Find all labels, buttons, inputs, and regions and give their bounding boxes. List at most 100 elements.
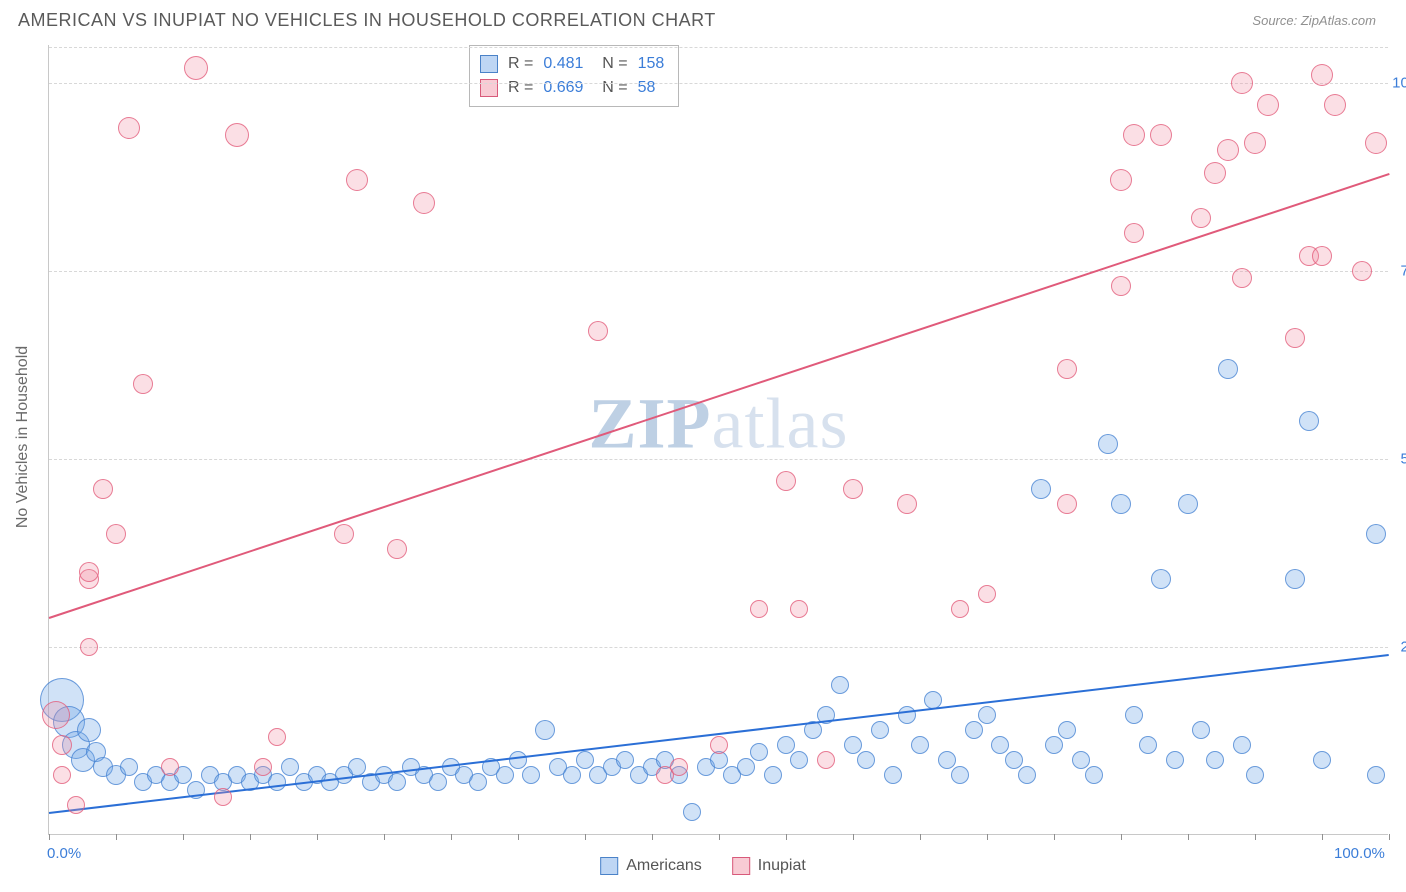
x-tick-mark (518, 834, 519, 840)
x-tick-mark (1054, 834, 1055, 840)
data-point (898, 706, 916, 724)
data-point (254, 758, 272, 776)
y-axis-label: No Vehicles in Household (14, 346, 32, 528)
data-point (991, 736, 1009, 754)
data-point (1217, 139, 1239, 161)
x-tick-mark (652, 834, 653, 840)
x-tick-label: 0.0% (47, 845, 81, 862)
bottom-legend: Americans Inupiat (600, 857, 806, 875)
data-point (1299, 411, 1319, 431)
data-point (42, 701, 70, 729)
x-tick-mark (1255, 834, 1256, 840)
x-tick-label: 100.0% (1334, 845, 1385, 862)
data-point (1365, 132, 1387, 154)
data-point (413, 192, 435, 214)
data-point (1206, 751, 1224, 769)
data-point (871, 721, 889, 739)
x-tick-mark (250, 834, 251, 840)
data-point (1111, 276, 1131, 296)
data-point (951, 600, 969, 618)
data-point (576, 751, 594, 769)
data-point (120, 758, 138, 776)
source-attribution: Source: ZipAtlas.com (1252, 13, 1376, 28)
data-point (616, 751, 634, 769)
data-point (1125, 706, 1143, 724)
data-point (897, 494, 917, 514)
data-point (1178, 494, 1198, 514)
x-tick-mark (853, 834, 854, 840)
x-tick-mark (1121, 834, 1122, 840)
data-point (133, 374, 153, 394)
data-point (77, 718, 101, 742)
y-tick-label: 75.0% (1400, 262, 1406, 279)
x-tick-mark (1389, 834, 1390, 840)
stat-r-value: 0.481 (543, 52, 583, 76)
data-point (563, 766, 581, 784)
data-point (844, 736, 862, 754)
data-point (535, 720, 555, 740)
data-point (80, 638, 98, 656)
data-point (1058, 721, 1076, 739)
data-point (750, 743, 768, 761)
chart-container: No Vehicles in Household ZIPatlas R = 0.… (0, 37, 1406, 887)
data-point (79, 562, 99, 582)
data-point (1085, 766, 1103, 784)
x-tick-mark (1322, 834, 1323, 840)
data-point (1313, 751, 1331, 769)
chart-header: AMERICAN VS INUPIAT NO VEHICLES IN HOUSE… (0, 0, 1406, 37)
x-tick-mark (786, 834, 787, 840)
trend-line (49, 173, 1390, 619)
swatch-blue-icon (600, 857, 618, 875)
data-point (1324, 94, 1346, 116)
data-point (750, 600, 768, 618)
data-point (843, 479, 863, 499)
gridline (49, 647, 1388, 648)
data-point (1367, 766, 1385, 784)
data-point (1257, 94, 1279, 116)
data-point (776, 471, 796, 491)
stat-r-label: R = (508, 52, 533, 76)
data-point (281, 758, 299, 776)
data-point (214, 788, 232, 806)
data-point (965, 721, 983, 739)
data-point (1005, 751, 1023, 769)
data-point (509, 751, 527, 769)
data-point (1218, 359, 1238, 379)
data-point (1233, 736, 1251, 754)
gridline (49, 47, 1388, 48)
x-tick-mark (317, 834, 318, 840)
x-tick-mark (1188, 834, 1189, 840)
y-tick-label: 25.0% (1400, 638, 1406, 655)
data-point (1057, 494, 1077, 514)
data-point (1231, 72, 1253, 94)
data-point (938, 751, 956, 769)
data-point (268, 773, 286, 791)
data-point (184, 56, 208, 80)
legend-label: Inupiat (758, 857, 806, 875)
data-point (911, 736, 929, 754)
stats-legend-box: R = 0.481 N = 158 R = 0.669 N = 58 (469, 45, 679, 107)
data-point (1285, 569, 1305, 589)
data-point (1072, 751, 1090, 769)
data-point (53, 766, 71, 784)
data-point (1246, 766, 1264, 784)
data-point (1285, 328, 1305, 348)
data-point (1232, 268, 1252, 288)
x-tick-mark (183, 834, 184, 840)
data-point (387, 539, 407, 559)
gridline (49, 83, 1388, 84)
y-tick-label: 50.0% (1400, 450, 1406, 467)
data-point (1366, 524, 1386, 544)
x-tick-mark (920, 834, 921, 840)
data-point (225, 123, 249, 147)
data-point (1244, 132, 1266, 154)
data-point (1352, 261, 1372, 281)
data-point (884, 766, 902, 784)
data-point (106, 524, 126, 544)
data-point (1031, 479, 1051, 499)
data-point (790, 751, 808, 769)
data-point (93, 479, 113, 499)
x-tick-mark (116, 834, 117, 840)
data-point (1204, 162, 1226, 184)
data-point (683, 803, 701, 821)
